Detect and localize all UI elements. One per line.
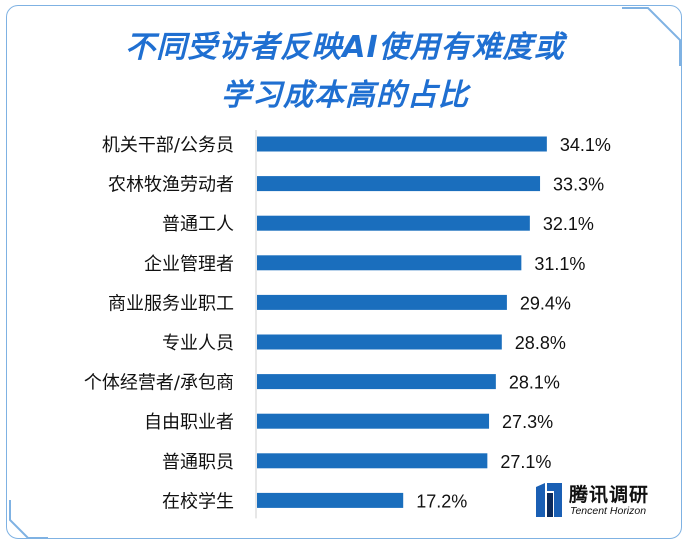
value-label: 34.1% [560,135,611,155]
bar [257,334,502,350]
bar [257,492,404,508]
bar [257,413,490,429]
bar [257,176,541,192]
value-label: 31.1% [534,254,585,274]
category-label: 自由职业者 [144,412,234,433]
category-label: 个体经营者/承包商 [84,373,234,394]
brand-logo: 腾讯调研 Tencent Horizon [533,479,673,521]
bar [257,294,507,310]
card-frame [6,5,682,539]
category-label: 商业服务业职工 [108,293,234,314]
value-label: 17.2% [416,491,467,511]
value-label: 28.1% [509,373,560,393]
chart-title-line2: 学习成本高的占比 [221,78,469,113]
bar [257,453,488,469]
category-label: 专业人员 [162,333,234,354]
value-label: 33.3% [553,175,604,195]
brand-name-en: Tencent Horizon [570,505,647,517]
chart-title-line1: 不同受访者反映AI使用有难度或 [125,30,565,65]
category-label: 普通职员 [162,452,234,473]
value-label: 27.1% [500,452,551,472]
category-label: 机关干部/公务员 [102,135,234,156]
value-label: 27.3% [502,412,553,432]
value-label: 28.8% [515,333,566,353]
brand-logo-icon [536,483,562,517]
bar [257,255,522,271]
bar [257,374,496,390]
bar [257,136,547,152]
category-label: 企业管理者 [144,254,234,275]
value-label: 29.4% [520,293,571,313]
category-label: 在校学生 [162,491,234,512]
bar [257,215,530,231]
value-label: 32.1% [543,214,594,234]
category-label: 农林牧渔劳动者 [108,175,234,196]
brand-name-zh: 腾讯调研 [569,484,650,506]
category-label: 普通工人 [162,214,234,235]
